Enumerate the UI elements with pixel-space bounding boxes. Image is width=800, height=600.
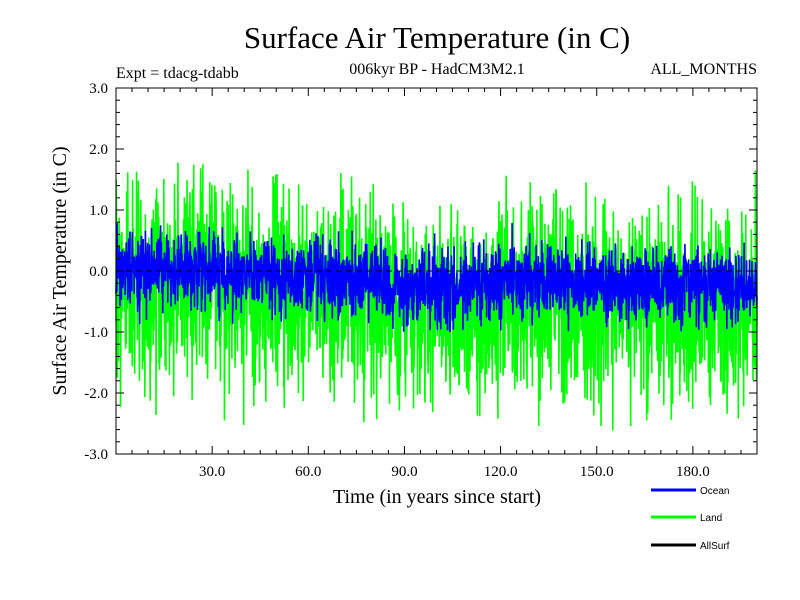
legend-label-land: Land [700,513,722,524]
x-tick-label: 180.0 [676,464,710,480]
x-tick-label: 90.0 [391,464,417,480]
y-tick-label: 0.0 [89,264,108,280]
series-line-ocean [115,223,758,332]
legend: Ocean Land AllSurf [651,486,730,552]
y-tick-label: 2.0 [89,142,108,158]
x-axis-label: Time (in years since start) [333,486,541,508]
legend-item-allsurf: AllSurf [651,541,730,552]
series-layer [115,162,758,431]
legend-label-allsurf: AllSurf [700,541,730,552]
x-tick-label: 120.0 [484,464,518,480]
y-tick-label: 3.0 [89,81,108,97]
months-label: ALL_MONTHS [650,61,757,78]
x-tick-label: 60.0 [295,464,321,480]
y-tick-label: -3.0 [84,447,108,463]
legend-label-ocean: Ocean [700,486,729,497]
experiment-label: Expt = tdacg-tdabb [116,65,239,82]
y-tick-label: 1.0 [89,203,108,219]
legend-item-ocean: Ocean [651,486,729,497]
legend-item-land: Land [651,513,722,524]
y-tick-label: -2.0 [84,386,108,402]
model-label: 006kyr BP - HadCM3M2.1 [349,61,524,78]
chart-title: Surface Air Temperature (in C) [244,20,630,55]
x-tick-label: 150.0 [580,464,614,480]
y-axis-label: Surface Air Temperature (in C) [49,146,71,395]
x-tick-label: 30.0 [199,464,225,480]
y-tick-label: -1.0 [84,325,108,341]
tick-layer: 30.0 60.0 90.0 120.0 150.0 180.0 -3.0 -2.0 -1.0 0… [84,81,757,480]
